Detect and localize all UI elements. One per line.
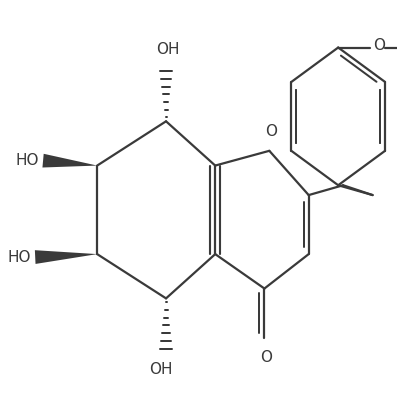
Polygon shape xyxy=(35,250,97,264)
Text: O: O xyxy=(260,350,272,364)
Polygon shape xyxy=(42,154,97,168)
Text: OH: OH xyxy=(149,362,173,377)
Text: O: O xyxy=(265,124,277,139)
Text: OH: OH xyxy=(156,42,180,57)
Text: HO: HO xyxy=(8,250,31,264)
Text: HO: HO xyxy=(16,153,39,168)
Text: O: O xyxy=(374,38,386,53)
